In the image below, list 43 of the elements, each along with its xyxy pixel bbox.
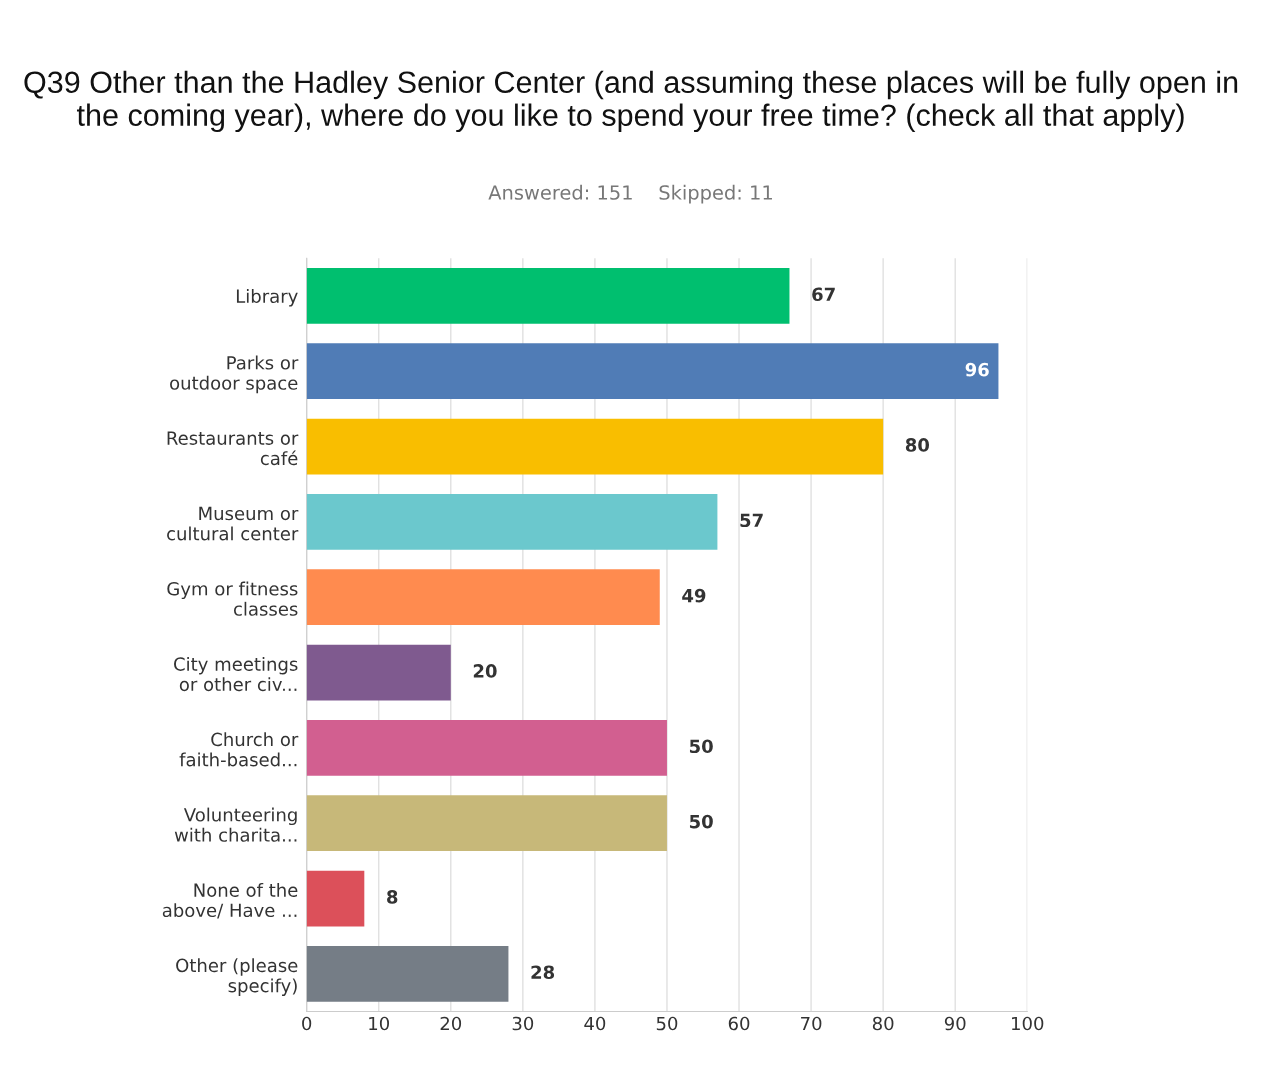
x-tick-label: 10 xyxy=(369,1016,390,1031)
bar xyxy=(306,343,999,400)
data-label: 80 xyxy=(905,438,930,452)
data-label: 57 xyxy=(740,513,763,528)
y-tick-label: Volunteering with charita... xyxy=(174,807,297,842)
x-tick-label: 0 xyxy=(302,1016,312,1031)
x-tick-label: 70 xyxy=(801,1016,822,1031)
bar xyxy=(306,945,509,1002)
bar xyxy=(306,795,667,852)
data-label: 20 xyxy=(473,664,497,678)
y-tick-label: Gym or fitness classes xyxy=(167,581,298,616)
bar xyxy=(306,569,660,626)
y-tick-label: Church or faith-based... xyxy=(179,732,299,767)
data-label: 49 xyxy=(682,588,706,603)
y-tick-label: None of the above/ Have ... xyxy=(162,882,298,919)
x-tick-label: 90 xyxy=(944,1016,966,1031)
x-tick-label: 40 xyxy=(584,1016,606,1031)
y-tick-label: Library xyxy=(236,289,298,307)
y-tick-label: Other (please specify) xyxy=(176,958,298,996)
bar xyxy=(306,268,790,324)
data-label: 50 xyxy=(689,739,713,754)
y-tick-label: Restaurants or café xyxy=(167,431,299,466)
x-tick-label: 20 xyxy=(440,1016,462,1031)
x-tick-label: 80 xyxy=(872,1016,894,1031)
chart-subtitle: Answered: 151 Skipped: 11 xyxy=(488,184,772,204)
y-tick-label: City meetings or other civ... xyxy=(174,656,298,692)
data-label: 28 xyxy=(531,965,555,980)
y-tick-label: Museum or cultural center xyxy=(167,506,299,541)
data-label: 8 xyxy=(387,890,398,904)
y-tick-label: Parks or outdoor space xyxy=(170,355,299,394)
data-label: 96 xyxy=(965,362,989,377)
chart-title: Q39 Other than the Hadley Senior Center (and assuming these places will be fully open in the coming year), where do you like to spend your free time? (check all that apply) xyxy=(24,70,1238,133)
bar xyxy=(306,494,718,550)
bar xyxy=(306,418,884,475)
x-tick-label: 50 xyxy=(656,1016,678,1031)
data-label: 50 xyxy=(689,814,713,829)
bar xyxy=(306,719,667,776)
bar xyxy=(306,870,365,927)
bar xyxy=(306,644,451,701)
x-tick-label: 30 xyxy=(512,1016,534,1031)
data-label: 67 xyxy=(812,287,835,302)
x-tick-label: 60 xyxy=(728,1016,750,1031)
x-tick-label: 100 xyxy=(1012,1016,1044,1031)
